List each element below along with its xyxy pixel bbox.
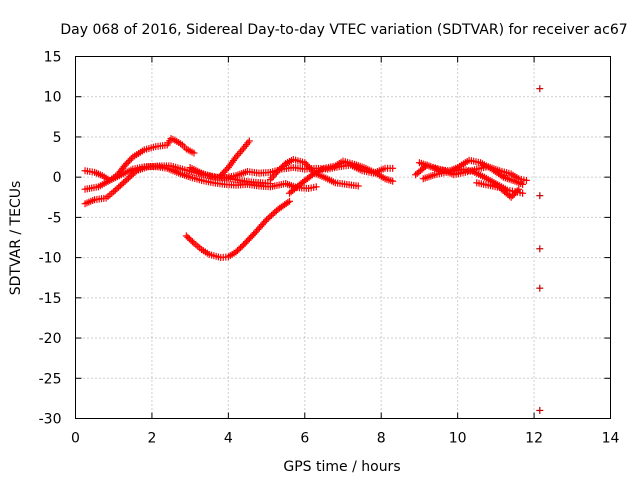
- x-tick-label: 4: [224, 431, 233, 447]
- y-tick-label: -25: [39, 371, 62, 387]
- data-point: [124, 174, 132, 182]
- y-tick-label: -5: [48, 210, 62, 226]
- data-point: [519, 180, 527, 188]
- data-point: [519, 189, 527, 197]
- data-point: [123, 176, 131, 184]
- y-tick-label: -20: [39, 331, 62, 347]
- plot-frame: [75, 56, 611, 419]
- outlier-point: [536, 85, 544, 93]
- series-track-8: [286, 157, 397, 197]
- outlier-point: [536, 192, 544, 200]
- data-point: [118, 180, 126, 188]
- data-point: [302, 160, 310, 168]
- data-point: [123, 159, 131, 167]
- x-tick-label: 2: [147, 431, 156, 447]
- data-point: [269, 210, 277, 218]
- data-point: [126, 173, 134, 181]
- data-point: [221, 167, 229, 175]
- data-point: [238, 242, 246, 250]
- series-track-6: [217, 137, 253, 180]
- y-tick-label: 10: [44, 90, 62, 106]
- data-point: [115, 183, 123, 191]
- grid: [75, 56, 611, 419]
- series-track-12: [473, 179, 523, 201]
- outlier-point: [536, 406, 544, 414]
- data-point: [188, 238, 196, 246]
- x-tick-label: 6: [300, 431, 309, 447]
- data-point: [512, 188, 520, 196]
- data-point: [237, 148, 245, 156]
- data-points: [81, 135, 530, 262]
- data-point: [220, 168, 228, 176]
- x-tick-label: 12: [525, 431, 543, 447]
- data-point: [507, 193, 515, 201]
- y-tick-label: -10: [39, 251, 62, 267]
- data-point: [271, 208, 279, 216]
- data-point: [261, 217, 269, 225]
- y-tick-label: 15: [44, 50, 62, 66]
- x-tick-label: 14: [602, 431, 620, 447]
- data-point: [116, 182, 124, 190]
- series-track-5: [182, 197, 293, 262]
- data-point: [235, 150, 243, 158]
- data-point: [128, 171, 136, 179]
- data-point: [245, 137, 253, 145]
- y-tick-label: -15: [39, 291, 62, 307]
- data-point: [263, 216, 271, 224]
- data-point: [286, 197, 293, 205]
- data-point: [304, 162, 312, 170]
- series-track-3: [81, 135, 198, 184]
- data-point: [121, 177, 129, 185]
- x-axis-label: GPS time / hours: [283, 459, 400, 475]
- data-point: [111, 186, 119, 194]
- data-point: [121, 161, 129, 169]
- data-point: [513, 187, 521, 195]
- chart-title: Day 068 of 2016, Sidereal Day-to-day VTE…: [60, 22, 627, 38]
- data-point: [307, 165, 315, 173]
- data-point: [509, 192, 517, 200]
- data-point: [284, 198, 292, 206]
- series-track-4: [186, 161, 397, 182]
- data-point: [307, 172, 315, 180]
- data-point: [510, 190, 518, 198]
- data-point: [389, 164, 397, 172]
- series-track-11: [419, 156, 527, 188]
- data-point: [218, 170, 226, 178]
- y-axis-label: SDTVAR / TECUs: [8, 181, 24, 296]
- data-point: [515, 185, 523, 193]
- x-tick-label: 0: [71, 431, 80, 447]
- data-point: [267, 211, 275, 219]
- data-point: [305, 164, 313, 172]
- data-point: [269, 172, 277, 180]
- data-point: [312, 183, 320, 191]
- data-point: [110, 188, 118, 196]
- data-point: [190, 149, 198, 157]
- data-point: [354, 182, 362, 190]
- series-track-9: [412, 161, 527, 197]
- data-point: [124, 158, 132, 166]
- data-point: [120, 179, 128, 187]
- axis-ticks: 0 2 4 6 8 10 12 14 -30 -25 -20 -15 -10 -5 0 5 10 15: [39, 50, 620, 447]
- y-tick-label: 0: [53, 170, 62, 186]
- data-point: [498, 172, 506, 180]
- data-point: [264, 214, 272, 222]
- data-point: [268, 174, 276, 182]
- y-tick-label: -30: [39, 412, 62, 428]
- data-point: [126, 156, 134, 164]
- data-point: [301, 159, 309, 167]
- data-point: [389, 177, 397, 185]
- data-point: [217, 172, 225, 180]
- outlier-point: [536, 245, 544, 253]
- x-tick-label: 8: [377, 431, 386, 447]
- data-point: [266, 213, 274, 221]
- x-tick-label: 10: [449, 431, 467, 447]
- data-point: [522, 176, 530, 184]
- y-tick-label: 5: [53, 130, 62, 146]
- outlier-points: [536, 85, 544, 414]
- data-point: [113, 185, 121, 193]
- outlier-point: [536, 284, 544, 292]
